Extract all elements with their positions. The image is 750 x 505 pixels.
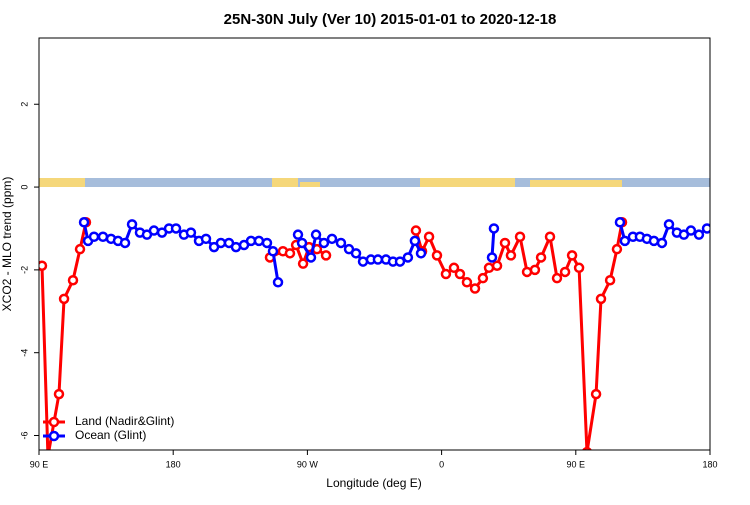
- point: [253, 235, 265, 247]
- legend-label: Ocean (Glint): [75, 428, 146, 442]
- point: [326, 233, 338, 245]
- point: [318, 237, 330, 249]
- point: [701, 223, 710, 234]
- y-tick-label: -6: [19, 431, 29, 439]
- point: [582, 446, 592, 450]
- point: [409, 235, 421, 247]
- point: [297, 258, 309, 269]
- x-tick-label: 90 E: [30, 459, 49, 469]
- point: [335, 237, 347, 249]
- point: [126, 219, 138, 230]
- legend-marker: [48, 430, 60, 442]
- point: [284, 248, 296, 259]
- point: [454, 268, 466, 280]
- point: [486, 252, 498, 263]
- y-tick-label: -2: [19, 266, 29, 274]
- x-axis-label: Longitude (deg E): [326, 476, 421, 490]
- point: [544, 231, 556, 243]
- x-tick-label: 180: [166, 459, 181, 469]
- point: [656, 237, 668, 249]
- map-strip: [39, 178, 710, 187]
- point: [74, 243, 86, 255]
- point: [410, 225, 422, 236]
- point: [529, 264, 541, 276]
- y-tick-label: 0: [19, 185, 29, 190]
- point: [39, 260, 48, 271]
- point: [67, 274, 79, 286]
- point: [215, 237, 227, 249]
- point: [648, 235, 660, 247]
- x-tick-label: 0: [439, 459, 444, 469]
- point: [566, 250, 578, 261]
- point: [483, 262, 495, 274]
- point: [685, 225, 697, 236]
- point: [267, 245, 279, 257]
- point: [350, 248, 362, 259]
- point: [505, 250, 517, 261]
- point: [611, 243, 623, 255]
- point: [604, 274, 616, 286]
- point: [148, 225, 160, 236]
- point: [119, 237, 131, 249]
- point: [499, 237, 511, 249]
- plot-frame: [38, 37, 711, 451]
- point: [292, 229, 304, 240]
- point: [78, 217, 90, 228]
- point: [431, 250, 443, 261]
- point: [200, 233, 212, 245]
- chart-title: 25N-30N July (Ver 10) 2015-01-01 to 2020…: [224, 11, 557, 28]
- point: [559, 266, 571, 278]
- point: [590, 388, 602, 400]
- point: [58, 293, 70, 305]
- point: [514, 231, 526, 243]
- point: [272, 277, 284, 288]
- point: [491, 260, 503, 271]
- point: [619, 235, 631, 247]
- x-tick-label: 90 E: [567, 459, 586, 469]
- legend-marker: [48, 416, 60, 428]
- point: [230, 241, 242, 253]
- legend-label: Land (Nadir&Glint): [75, 414, 174, 428]
- point: [320, 250, 332, 261]
- point: [551, 272, 563, 284]
- point: [372, 254, 384, 265]
- point: [394, 256, 406, 267]
- y-tick-label: -4: [19, 349, 29, 357]
- point: [185, 227, 197, 238]
- point: [97, 231, 109, 243]
- point: [415, 248, 427, 259]
- point: [53, 388, 65, 400]
- point: [477, 272, 489, 284]
- point: [535, 252, 547, 263]
- y-tick-label: 2: [19, 102, 29, 107]
- point: [261, 237, 273, 249]
- point: [402, 252, 414, 263]
- point: [614, 217, 626, 228]
- point: [170, 223, 182, 234]
- point: [310, 229, 322, 240]
- point: [296, 237, 308, 249]
- point: [663, 219, 675, 230]
- point: [440, 268, 452, 280]
- y-axis-label: XCO2 - MLO trend (ppm): [0, 177, 14, 312]
- point: [88, 231, 100, 243]
- point: [448, 262, 460, 274]
- point: [488, 223, 500, 234]
- point: [305, 252, 317, 263]
- point: [423, 231, 435, 243]
- x-tick-label: 180: [702, 459, 717, 469]
- point: [461, 277, 473, 288]
- point: [573, 262, 585, 274]
- point: [693, 229, 705, 240]
- point: [469, 283, 481, 294]
- point: [595, 293, 607, 305]
- x-tick-label: 90 W: [297, 459, 319, 469]
